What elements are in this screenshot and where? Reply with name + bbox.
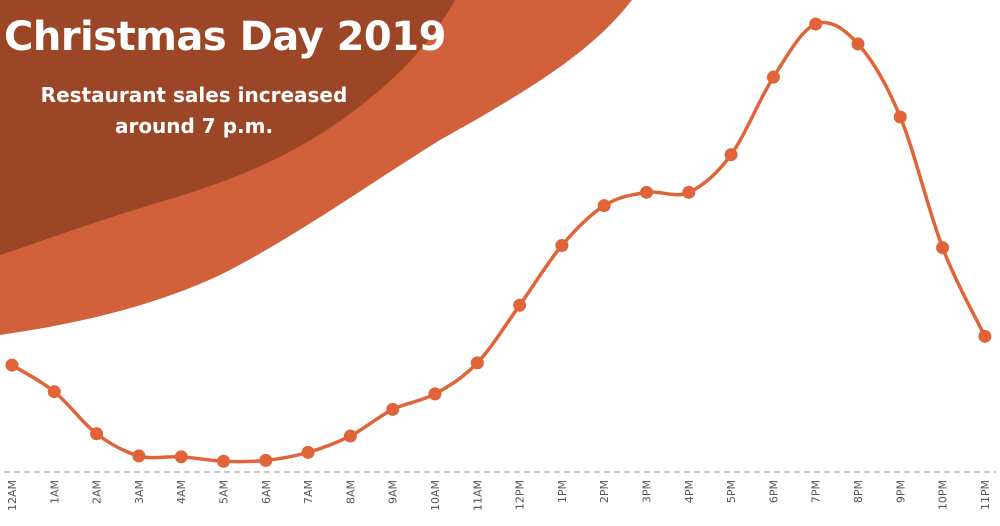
x-tick-label: 8PM (852, 480, 865, 503)
data-point-7am (301, 445, 315, 459)
data-point-8pm (851, 37, 865, 51)
x-tick-label: 4PM (683, 480, 696, 503)
x-tick-label: 7AM (302, 480, 315, 504)
data-point-10am (428, 387, 442, 401)
data-point-2am (90, 427, 104, 441)
x-tick-label: 1AM (48, 480, 61, 504)
data-point-10pm (936, 241, 950, 255)
x-tick-label: 11PM (979, 480, 992, 510)
x-tick-label: 9PM (894, 480, 907, 503)
data-point-3am (132, 449, 146, 463)
data-point-6am (259, 453, 273, 467)
decorative-wave-dark (0, 0, 455, 255)
data-point-9am (386, 402, 400, 416)
data-point-8am (343, 429, 357, 443)
data-points (5, 17, 992, 468)
data-point-6pm (766, 70, 780, 84)
x-tick-label: 3AM (133, 480, 146, 504)
data-point-1pm (555, 239, 569, 252)
x-tick-label: 6AM (260, 480, 273, 504)
data-point-12pm (513, 298, 527, 312)
x-tick-label: 8AM (344, 480, 357, 504)
data-point-11pm (978, 329, 992, 343)
x-tick-label: 10PM (937, 480, 950, 510)
x-tick-label: 6PM (767, 480, 780, 503)
chart-title: Christmas Day 2019 (4, 14, 446, 60)
data-point-2pm (597, 199, 611, 213)
x-tick-label: 12PM (514, 480, 527, 510)
x-tick-label: 7PM (810, 480, 823, 503)
x-tick-label: 4AM (175, 480, 188, 504)
x-tick-label: 12AM (6, 480, 19, 511)
x-tick-label: 11AM (471, 480, 484, 511)
data-point-4am (174, 450, 188, 464)
data-point-1am (47, 385, 61, 399)
x-tick-label: 10AM (429, 480, 442, 511)
x-tick-label: 1PM (556, 480, 569, 503)
x-tick-label: 2AM (91, 480, 104, 504)
x-tick-label: 2PM (598, 480, 611, 503)
x-tick-label: 9AM (387, 480, 400, 504)
chart-subtitle: Restaurant sales increased around 7 p.m. (40, 83, 348, 138)
x-axis-ticks: 12AM 1AM 2AM 3AM 4AM 5AM 6AM 7AM 8AM 9AM 10AM 11AM 1… (6, 480, 992, 511)
data-point-9pm (893, 110, 907, 124)
x-tick-label: 5AM (218, 480, 231, 504)
x-tick-label: 3PM (641, 480, 654, 503)
data-point-4pm (682, 185, 696, 199)
data-point-11am (470, 356, 484, 370)
x-tick-label: 5PM (725, 480, 738, 503)
data-point-5pm (724, 148, 738, 162)
data-point-7pm (809, 17, 823, 31)
data-point-12am (5, 358, 19, 372)
data-point-3pm (640, 185, 653, 199)
data-point-5am (217, 454, 230, 468)
